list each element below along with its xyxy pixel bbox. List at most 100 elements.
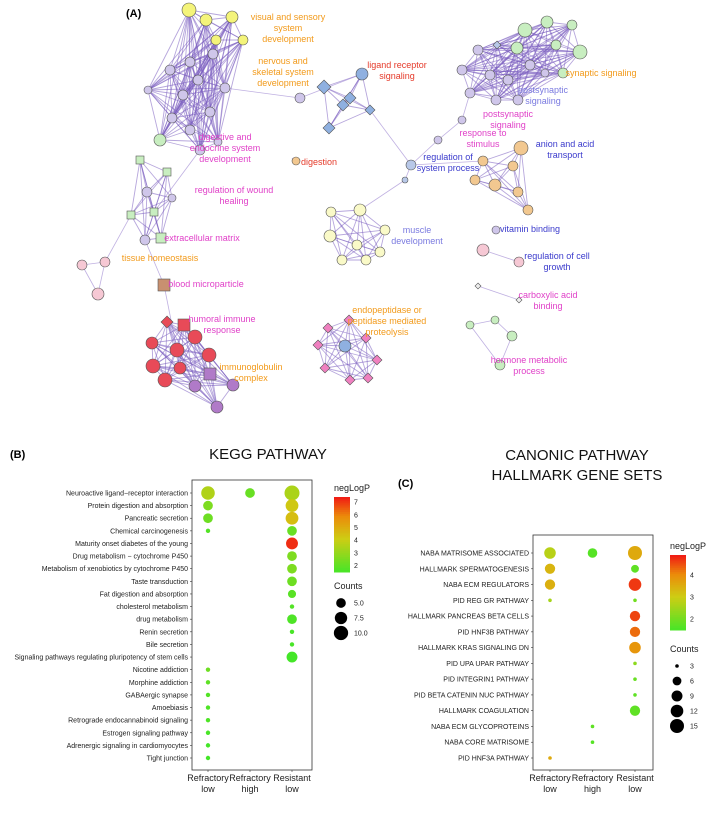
network-node (291, 156, 301, 166)
x-tick-label: Refractory (529, 773, 571, 783)
network-edge (469, 64, 531, 94)
color-legend-swatch (334, 534, 350, 537)
color-legend-swatch (670, 605, 686, 608)
color-legend-tick: 5 (354, 525, 358, 532)
x-tick-label: Refractory (187, 773, 229, 783)
color-legend-swatch (334, 549, 350, 552)
color-legend-swatch (334, 542, 350, 545)
color-legend-swatch (670, 579, 686, 582)
network-term-label: regulation of wound healing (195, 185, 274, 206)
y-tick-label: Pancreatic secretion (125, 516, 189, 523)
network-node (322, 121, 336, 135)
color-legend-swatch (334, 536, 350, 539)
size-legend-dot (675, 664, 679, 668)
network-edge (529, 44, 557, 66)
y-tick-label: Drug metabolism − cytochrome P450 (73, 554, 188, 561)
network-node (213, 137, 223, 147)
data-point (544, 547, 556, 559)
data-point (205, 667, 211, 672)
network-term-label: postsynaptic signaling (518, 85, 569, 106)
color-legend-swatch (334, 527, 350, 530)
network-edge (182, 87, 226, 96)
network-edge (317, 344, 378, 361)
network-edge (324, 337, 367, 369)
size-legend-dot (671, 690, 683, 702)
data-point (205, 680, 211, 685)
color-legend-swatch (670, 603, 686, 607)
network-node (513, 256, 525, 268)
color-legend-tick: 4 (354, 538, 358, 545)
network-edge (477, 47, 518, 51)
network-node (162, 167, 172, 177)
data-point (287, 614, 297, 625)
network-edge (171, 9, 190, 119)
network-edge (144, 239, 165, 286)
network-edge (469, 79, 509, 94)
network-node (157, 278, 171, 292)
network-edge (348, 319, 367, 339)
network-node (401, 176, 409, 184)
data-point (633, 598, 637, 603)
network-node (188, 379, 202, 393)
network-edge (359, 209, 381, 253)
color-legend-swatch (334, 570, 350, 573)
y-tick-label: Protein digestion and absorption (88, 503, 189, 510)
panel-label-c: (C) (398, 478, 414, 490)
color-legend-swatch (670, 588, 686, 592)
size-legend-label: 7.5 (354, 616, 364, 623)
color-legend-swatch (334, 513, 350, 517)
network-node (210, 34, 222, 46)
data-point (544, 579, 556, 590)
x-tick-label: high (584, 784, 601, 794)
network-edge (152, 321, 168, 367)
network-edge (410, 160, 484, 166)
network-node (524, 59, 536, 71)
network-term-label: immunoglobulin complex (219, 362, 282, 383)
network-node (225, 10, 239, 24)
network-term-label: regulation of cell growth (524, 251, 590, 272)
network-edge (359, 209, 367, 261)
data-point (205, 528, 211, 534)
network-term-label: blood microparticle (168, 279, 244, 289)
network-edge (469, 29, 526, 94)
y-tick-label: HALLMARK COAGULATION (439, 708, 529, 715)
size-legend-dot (336, 598, 346, 608)
network-node (433, 135, 443, 145)
network-node (513, 140, 529, 156)
network-edge (182, 53, 214, 96)
y-tick-label: Taste transduction (131, 579, 188, 586)
network-term-label: ligand receptor signaling (367, 60, 427, 81)
y-tick-label: Amoebiasis (152, 705, 189, 712)
data-point (289, 642, 295, 647)
network-edge (139, 159, 146, 241)
network-edge (344, 345, 369, 379)
color-legend-swatch (334, 558, 350, 562)
data-point (205, 705, 211, 710)
size-legend-label: 12 (690, 709, 698, 716)
network-edge (215, 39, 226, 89)
network-term-label: digestive and endocrine system development (190, 132, 261, 164)
network-edge (197, 79, 201, 151)
color-legend-title: negLogP (334, 483, 370, 493)
network-term-label: muscle development (391, 225, 443, 246)
network-edge (160, 197, 173, 239)
size-legend-label: 3 (690, 664, 694, 671)
network-edge (496, 44, 564, 74)
network-edge (209, 53, 214, 113)
color-legend-tick: 3 (690, 594, 694, 601)
color-legend-swatch (670, 570, 686, 573)
network-edge (183, 324, 211, 375)
data-point (285, 499, 299, 513)
color-legend-swatch (670, 575, 686, 578)
y-tick-label: PID HNF3A PATHWAY (458, 756, 529, 763)
network-node (157, 372, 173, 388)
color-legend-swatch (670, 609, 686, 612)
network-edge (164, 321, 168, 381)
y-tick-label: Metabolism of xenobiotics by cytochrome … (42, 566, 188, 573)
color-legend-swatch (670, 568, 686, 571)
network-edge (461, 44, 498, 71)
network-term-label: digestion (301, 157, 337, 167)
network-edge (516, 47, 564, 74)
network-node (343, 314, 355, 326)
